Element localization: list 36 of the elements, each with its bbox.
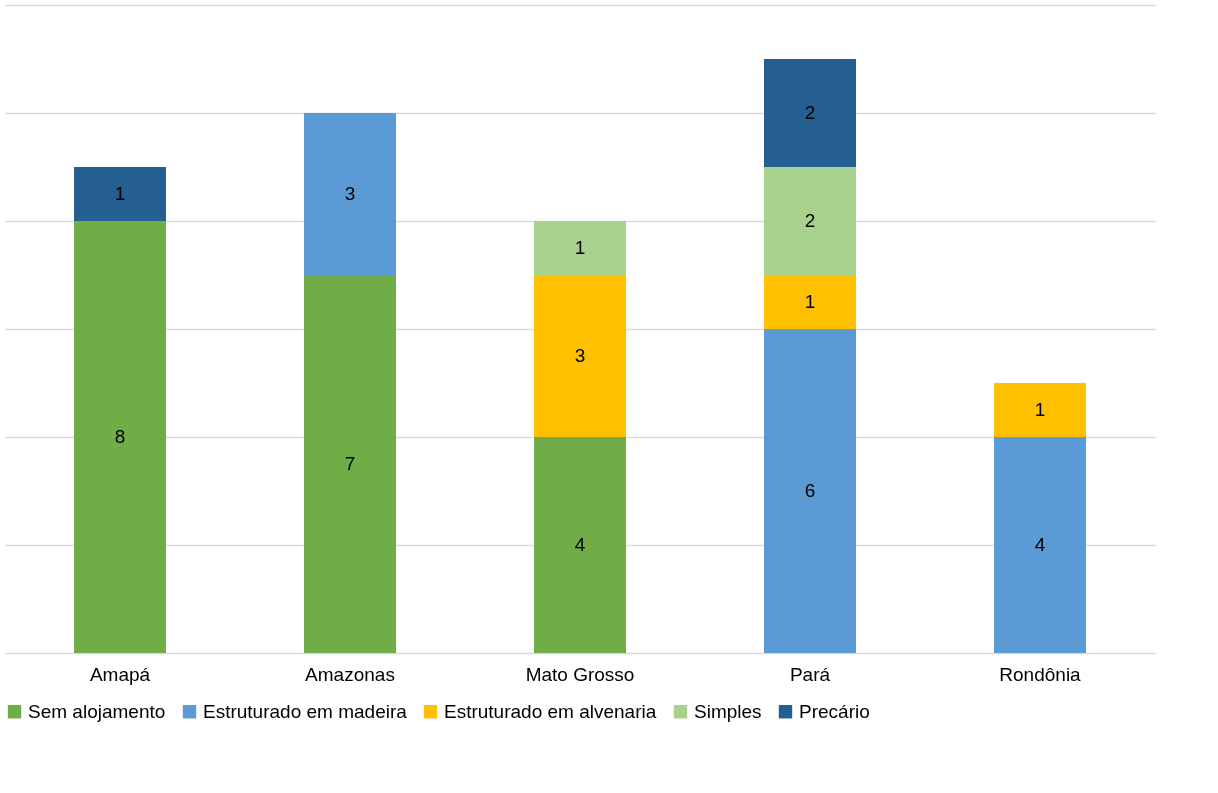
bar — [534, 275, 626, 437]
data-label: 2 — [804, 102, 816, 123]
bar — [994, 437, 1086, 653]
data-label: 7 — [344, 453, 356, 474]
data-label: 3 — [574, 345, 586, 366]
x-tick-label: Amapá — [89, 663, 151, 685]
bar — [994, 383, 1086, 437]
data-label: 3 — [344, 183, 356, 204]
data-label: 6 — [804, 480, 816, 501]
bar — [74, 167, 166, 221]
bar — [764, 59, 856, 167]
x-tick-label: Mato Grosso — [525, 663, 635, 685]
bar — [534, 221, 626, 275]
x-tick-label: Pará — [789, 663, 831, 685]
legend-label: Precário — [799, 700, 870, 722]
data-label: 1 — [574, 237, 586, 258]
x-tick-label: Amazonas — [305, 663, 395, 685]
bar — [534, 437, 626, 653]
legend-label: Simples — [694, 700, 762, 722]
data-label: 2 — [804, 210, 816, 231]
bar — [764, 167, 856, 275]
x-tick-label: Rondônia — [999, 663, 1082, 685]
data-label: 4 — [574, 534, 586, 555]
data-label: 8 — [114, 426, 126, 447]
legend-label: Estruturado em madeira — [203, 700, 408, 722]
legend-label: Sem alojamento — [28, 700, 166, 722]
data-label: 1 — [114, 183, 126, 204]
bar — [764, 275, 856, 329]
bar — [74, 221, 166, 653]
bar — [304, 113, 396, 275]
bar — [764, 329, 856, 653]
data-label: 1 — [1034, 399, 1046, 420]
data-label: 4 — [1034, 534, 1046, 555]
legend-label: Estruturado em alvenaria — [444, 700, 657, 722]
data-label: 1 — [804, 291, 816, 312]
bar — [304, 275, 396, 653]
